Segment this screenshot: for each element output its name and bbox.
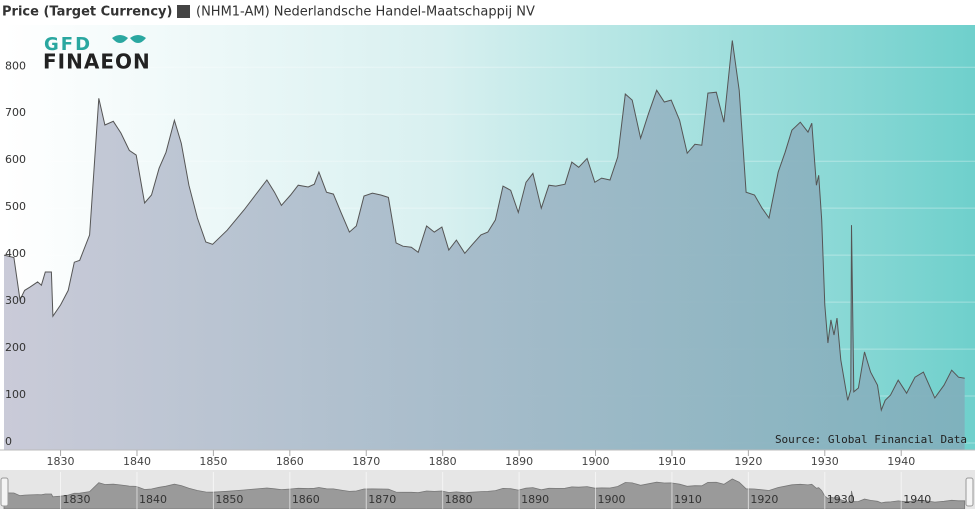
- x-tick-label: 1850: [199, 455, 227, 468]
- logo-leaf: [112, 35, 146, 43]
- x-tick-label: 1940: [887, 455, 915, 468]
- x-tick-label: 1830: [47, 455, 75, 468]
- x-tick-label: 1910: [658, 455, 686, 468]
- navigator-label: 1940: [903, 493, 931, 506]
- navigator-label: 1900: [598, 493, 626, 506]
- y-tick-label: 400: [5, 247, 26, 260]
- navigator-label: 1830: [63, 493, 91, 506]
- navigator-label: 1910: [674, 493, 702, 506]
- legend-label[interactable]: (NHM1-AM) Nederlandsche Handel-Maatschap…: [196, 5, 535, 20]
- navigator-handle[interactable]: [0, 477, 9, 507]
- x-tick-label: 1920: [734, 455, 762, 468]
- source: Source: Global Financial Data: [775, 433, 967, 446]
- y-tick-label: 100: [5, 388, 26, 401]
- y-tick-label: 600: [5, 153, 26, 166]
- logo: GFD FINAEON: [43, 34, 151, 74]
- logo-top: GFD: [44, 34, 92, 55]
- y-tick-label: 500: [5, 200, 26, 213]
- x-tick-label: 1870: [352, 455, 380, 468]
- navigator-label: 1870: [368, 493, 396, 506]
- area-fill: [4, 40, 965, 450]
- x-tick-label: 1880: [429, 455, 457, 468]
- navigator-handle[interactable]: [965, 477, 974, 507]
- x-tick-label: 1840: [123, 455, 151, 468]
- y-tick-label: 300: [5, 294, 26, 307]
- navigator-label: 1890: [521, 493, 549, 506]
- logo-bottom: FINAEON: [43, 50, 151, 74]
- y-tick-label: 800: [5, 59, 26, 72]
- axis-title: Price (Target Currency): [2, 5, 172, 20]
- x-tick-label: 1860: [276, 455, 304, 468]
- navigator-label: 1840: [139, 493, 167, 506]
- x-tick-label: 1900: [582, 455, 610, 468]
- navigator-label: 1850: [215, 493, 243, 506]
- y-tick-label: 0: [5, 435, 12, 448]
- navigator-label: 1860: [292, 493, 320, 506]
- price-line: [3, 40, 965, 412]
- y-tick-label: 700: [5, 106, 26, 119]
- x-tick-label: 1890: [505, 455, 533, 468]
- y-tick-label: 200: [5, 341, 26, 354]
- navigator-label: 1930: [827, 493, 855, 506]
- x-tick-label: 1930: [811, 455, 839, 468]
- navigator-series: [3, 478, 966, 509]
- navigator-label: 1880: [445, 493, 473, 506]
- legend-swatch: [177, 5, 190, 18]
- navigator-label: 1920: [750, 493, 778, 506]
